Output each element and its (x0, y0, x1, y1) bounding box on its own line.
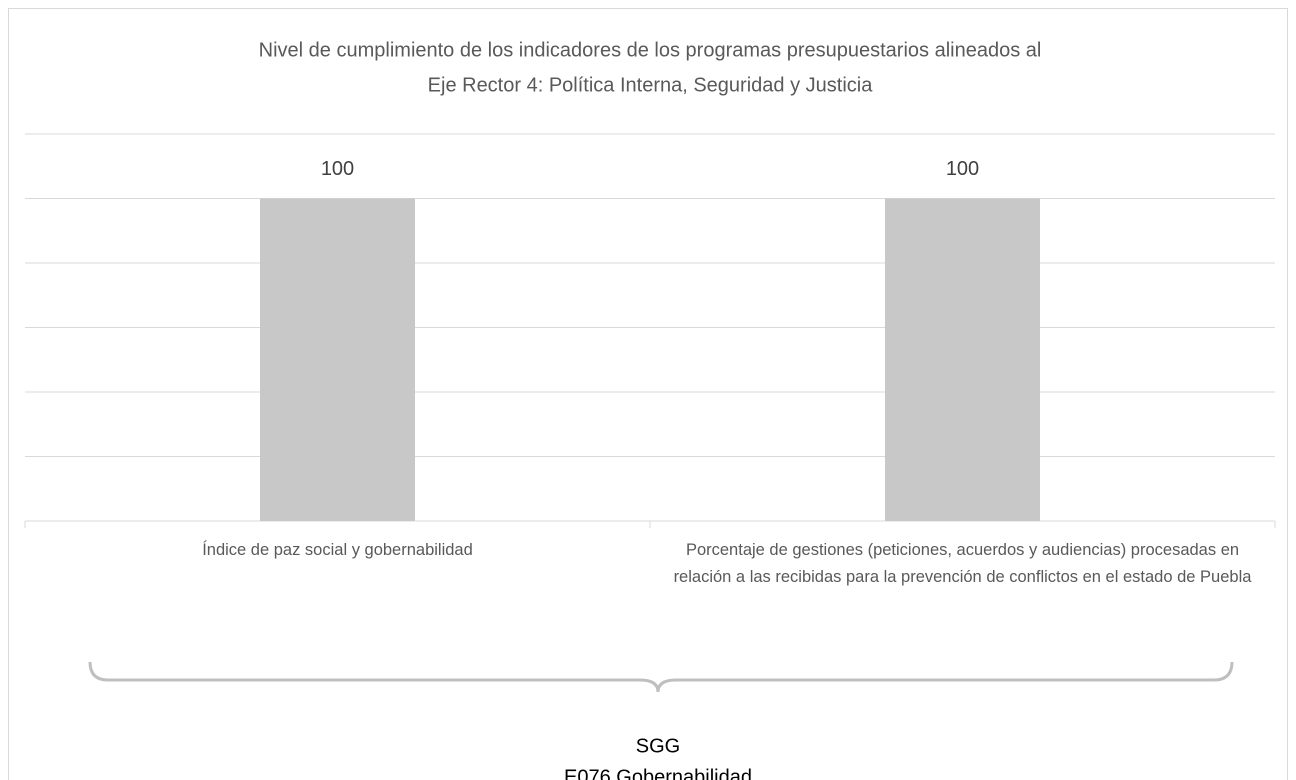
chart-title: Nivel de cumplimiento de los indicadores… (259, 39, 1042, 61)
x-tick-label: Índice de paz social y gobernabilidad (202, 541, 473, 559)
group-label: E076 Gobernabilidad (564, 766, 752, 780)
value-label: 100 (321, 158, 354, 180)
chart-title: Eje Rector 4: Política Interna, Segurida… (428, 74, 874, 96)
bar (260, 198, 415, 521)
x-tick-label: Porcentaje de gestiones (peticiones, acu… (673, 541, 1252, 586)
group-label: SGG (636, 735, 680, 757)
value-label: 100 (946, 158, 979, 180)
group-bracket (88, 661, 1234, 693)
chart-border (8, 8, 1288, 780)
bar (885, 198, 1040, 521)
